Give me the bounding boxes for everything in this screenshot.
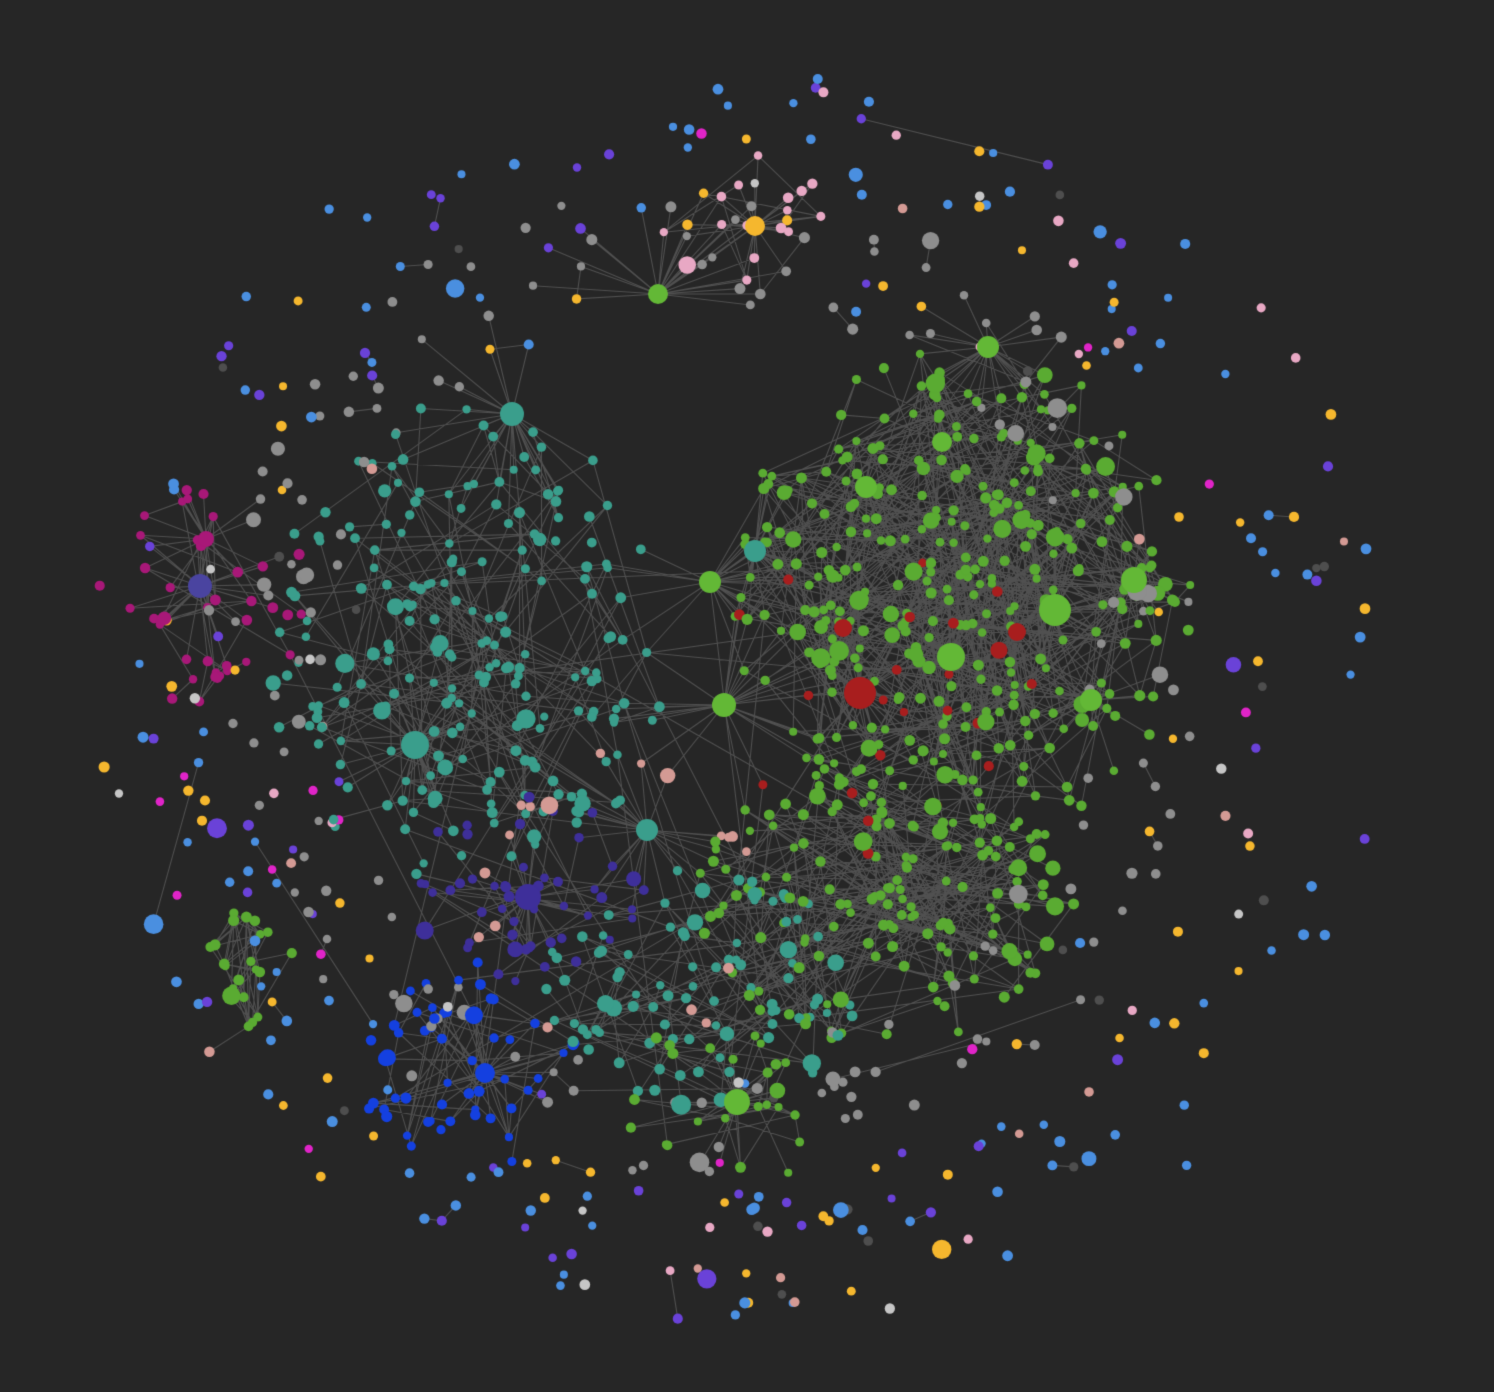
network-graph-canvas[interactable] — [0, 0, 1494, 1392]
graph-visualization-root — [0, 0, 1494, 1392]
